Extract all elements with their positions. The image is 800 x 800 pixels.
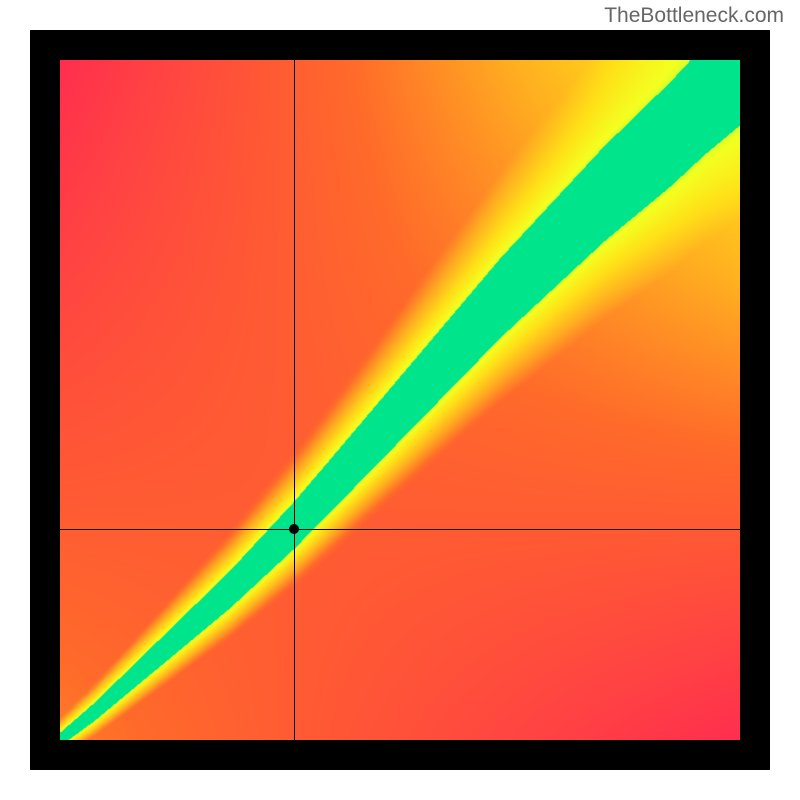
plot-frame — [30, 30, 770, 770]
crosshair-horizontal — [60, 529, 740, 530]
watermark-text: TheBottleneck.com — [604, 4, 784, 28]
plot-area — [60, 60, 740, 740]
heatmap-canvas — [60, 60, 740, 740]
crosshair-vertical — [294, 60, 295, 740]
marker-dot — [289, 524, 299, 534]
